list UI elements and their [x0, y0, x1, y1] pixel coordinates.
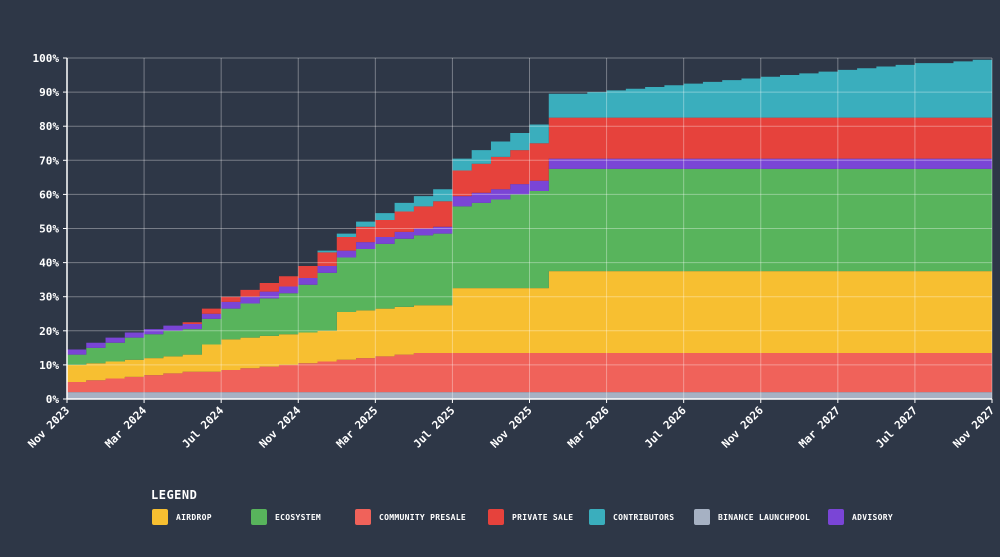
x-tick-label: Mar 2024 — [103, 404, 150, 451]
legend-label: ADVISORY — [852, 512, 893, 522]
legend-item-contributors: CONTRIBUTORS — [589, 509, 674, 525]
x-tick-label: Nov 2025 — [488, 404, 535, 451]
y-tick-label: 40% — [39, 257, 59, 270]
legend-swatch — [828, 509, 844, 525]
x-tick-label: Mar 2027 — [796, 404, 843, 451]
series-area-ecosystem — [67, 168, 992, 365]
y-tick-label: 90% — [39, 86, 59, 99]
legend-swatch — [152, 509, 168, 525]
legend-label: COMMUNITY PRESALE — [379, 512, 466, 522]
x-tick-label: Nov 2024 — [257, 404, 304, 451]
x-tick-label: Jul 2024 — [180, 404, 227, 451]
legend-item-community-presale: COMMUNITY PRESALE — [355, 509, 466, 525]
y-tick-label: 80% — [39, 120, 59, 133]
legend-swatch — [694, 509, 710, 525]
x-tick-label: Nov 2027 — [950, 404, 997, 451]
x-tick-label: Jul 2026 — [642, 404, 689, 451]
x-tick-label: Jul 2025 — [411, 404, 458, 451]
x-tick-label: Mar 2026 — [565, 404, 612, 451]
legend-swatch — [355, 509, 371, 525]
series-area-binance-launchpool — [67, 392, 992, 399]
legend-item-advisory: ADVISORY — [828, 509, 893, 525]
series-area-contributors — [67, 59, 992, 350]
series-area-private-sale — [67, 117, 992, 350]
y-tick-label: 100% — [33, 52, 60, 65]
y-tick-label: 30% — [39, 291, 59, 304]
y-tick-label: 70% — [39, 154, 59, 167]
series-area-community-presale — [67, 352, 992, 393]
legend-item-private-sale: PRIVATE SALE — [488, 509, 573, 525]
legend-swatch — [589, 509, 605, 525]
legend-label: CONTRIBUTORS — [613, 512, 675, 522]
legend-swatch — [488, 509, 504, 525]
legend-label: AIRDROP — [176, 512, 212, 522]
x-tick-label: Mar 2025 — [334, 404, 381, 451]
legend-title: LEGEND — [151, 488, 198, 502]
y-tick-label: 60% — [39, 188, 59, 201]
area-layers — [67, 59, 992, 399]
y-tick-label: 50% — [39, 223, 59, 236]
x-axis-ticks: Nov 2023 Mar 2024 Jul 2024 Nov 2024 Mar 2025… — [25, 399, 997, 451]
legend-label: BINANCE LAUNCHPOOL — [718, 512, 811, 522]
legend-label: ECOSYSTEM — [275, 512, 322, 522]
y-axis-ticks: 0% 10% 20% 30% 40% 50% 60% 70% 80% 90% 100% — [33, 52, 67, 406]
legend-item-ecosystem: ECOSYSTEM — [251, 509, 321, 525]
series-area-airdrop — [67, 271, 992, 382]
legend-label: PRIVATE SALE — [512, 512, 574, 522]
legend-item-binance-launchpool: BINANCE LAUNCHPOOL — [694, 509, 810, 525]
y-tick-label: 20% — [39, 325, 59, 338]
x-tick-label: Nov 2026 — [719, 404, 766, 451]
legend-swatch — [251, 509, 267, 525]
y-tick-label: 10% — [39, 359, 59, 372]
x-tick-label: Jul 2027 — [873, 404, 920, 451]
x-tick-label: Nov 2023 — [25, 404, 72, 451]
y-tick-label: 0% — [46, 393, 60, 406]
legend-item-airdrop: AIRDROP — [152, 509, 212, 525]
